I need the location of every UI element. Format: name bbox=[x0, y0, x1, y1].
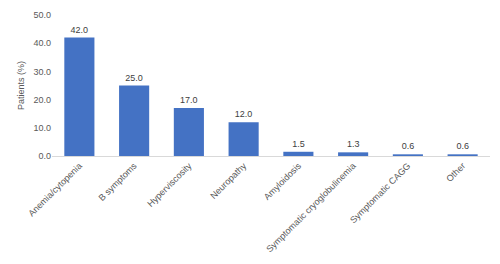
svg-text:10.0: 10.0 bbox=[33, 123, 51, 133]
svg-text:Other: Other bbox=[444, 161, 467, 184]
svg-text:25.0: 25.0 bbox=[125, 73, 143, 83]
svg-text:Symptomatic CAGG: Symptomatic CAGG bbox=[348, 161, 412, 225]
svg-text:1.3: 1.3 bbox=[347, 139, 360, 149]
svg-text:50.0: 50.0 bbox=[33, 10, 51, 20]
svg-text:0.6: 0.6 bbox=[402, 141, 415, 151]
svg-text:42.0: 42.0 bbox=[71, 25, 89, 35]
svg-text:0.6: 0.6 bbox=[456, 141, 469, 151]
svg-text:20.0: 20.0 bbox=[33, 95, 51, 105]
svg-text:Patients (%): Patients (%) bbox=[16, 61, 26, 110]
svg-text:40.0: 40.0 bbox=[33, 38, 51, 48]
svg-text:12.0: 12.0 bbox=[235, 109, 253, 119]
svg-text:1.5: 1.5 bbox=[292, 139, 305, 149]
svg-text:Hyperviscosity: Hyperviscosity bbox=[145, 160, 193, 208]
svg-text:17.0: 17.0 bbox=[180, 95, 198, 105]
svg-text:30.0: 30.0 bbox=[33, 67, 51, 77]
svg-text:B symptoms: B symptoms bbox=[97, 160, 139, 202]
svg-text:Anemia/cytopenia: Anemia/cytopenia bbox=[26, 161, 84, 219]
svg-text:Neuropathy: Neuropathy bbox=[208, 160, 248, 200]
svg-text:Amyloidosis: Amyloidosis bbox=[262, 160, 303, 201]
svg-text:0.0: 0.0 bbox=[38, 151, 51, 161]
svg-text:Symptomatic cryoglobulinemia: Symptomatic cryoglobulinemia bbox=[264, 161, 357, 254]
